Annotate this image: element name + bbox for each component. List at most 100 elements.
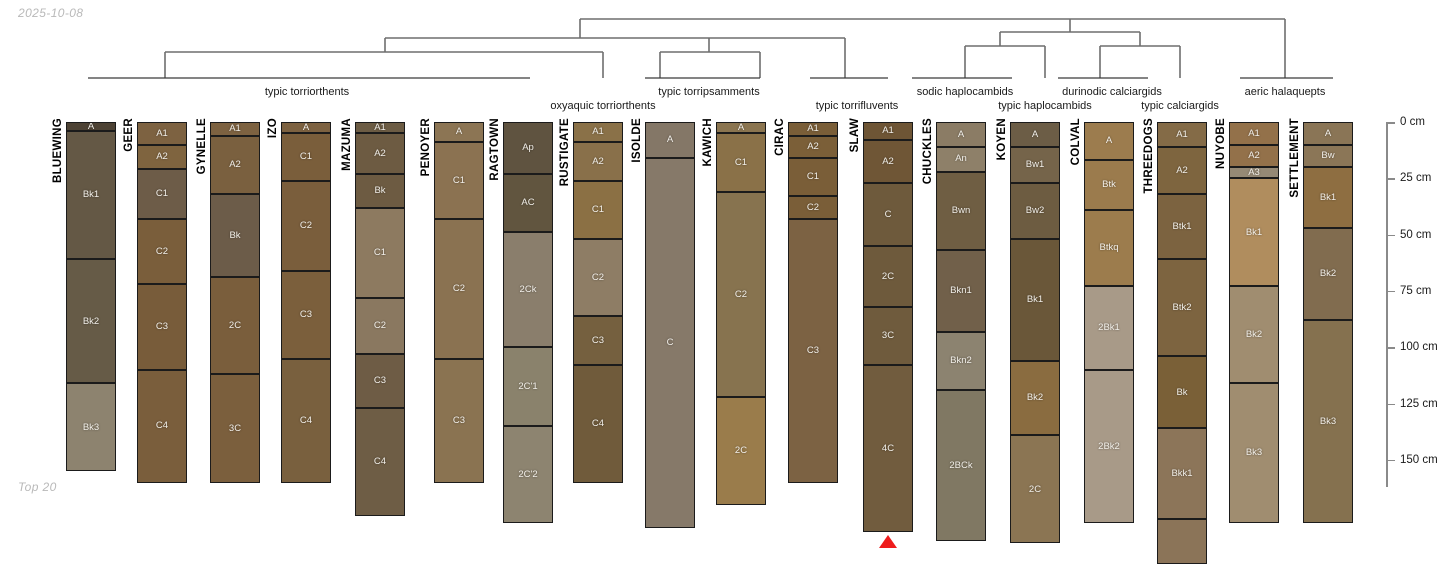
soil-horizon[interactable] <box>1157 518 1207 564</box>
soil-horizon[interactable]: Bk3 <box>66 383 116 472</box>
soil-horizon[interactable]: Bk1 <box>1010 239 1060 361</box>
soil-horizon[interactable]: C1 <box>434 142 484 219</box>
soil-horizon[interactable]: C3 <box>355 354 405 409</box>
soil-horizon[interactable]: 2C <box>210 277 260 375</box>
soil-horizon[interactable]: C2 <box>281 180 331 271</box>
soil-horizon[interactable]: A1 <box>1157 122 1207 147</box>
soil-horizon[interactable]: Bk <box>210 194 260 278</box>
soil-horizon[interactable]: A1 <box>788 122 838 136</box>
soil-horizon[interactable]: Bk2 <box>1229 286 1279 384</box>
soil-horizon[interactable]: 2C'1 <box>503 347 553 427</box>
taxon-label: durinodic calciargids <box>1062 86 1162 98</box>
soil-horizon[interactable]: A2 <box>863 140 913 183</box>
soil-horizon[interactable]: Bw <box>1303 144 1353 168</box>
soil-horizon[interactable]: A3 <box>1229 167 1279 179</box>
soil-horizon[interactable]: Bk2 <box>1303 227 1353 321</box>
soil-horizon[interactable]: C3 <box>137 284 187 370</box>
soil-horizon[interactable]: A1 <box>1229 122 1279 145</box>
soil-horizon[interactable]: An <box>936 146 986 172</box>
soil-horizon[interactable]: A <box>1084 122 1134 161</box>
soil-horizon[interactable]: 2C <box>1010 435 1060 544</box>
soil-horizon[interactable]: C3 <box>434 358 484 483</box>
soil-horizon[interactable]: A <box>936 122 986 147</box>
soil-horizon[interactable]: C2 <box>788 196 838 219</box>
soil-horizon[interactable]: Bk2 <box>66 259 116 384</box>
soil-horizon[interactable]: A <box>66 122 116 131</box>
soil-horizon[interactable]: A <box>1303 122 1353 145</box>
soil-horizon[interactable]: A1 <box>573 122 623 143</box>
soil-horizon[interactable]: C2 <box>716 191 766 397</box>
soil-horizon[interactable]: C3 <box>788 218 838 483</box>
soil-horizon[interactable]: A <box>434 122 484 143</box>
soil-horizon[interactable]: C2 <box>573 239 623 316</box>
soil-horizon[interactable]: Bk2 <box>1010 360 1060 436</box>
soil-horizon[interactable]: Bkn2 <box>936 331 986 391</box>
soil-horizon[interactable]: A2 <box>137 144 187 170</box>
soil-horizon[interactable]: Bw1 <box>1010 146 1060 183</box>
soil-horizon[interactable]: C2 <box>137 218 187 285</box>
soil-horizon[interactable]: Ap <box>503 122 553 174</box>
soil-horizon[interactable]: 3C <box>863 306 913 366</box>
soil-horizon[interactable]: C1 <box>573 180 623 240</box>
soil-horizon[interactable]: Bwn <box>936 171 986 251</box>
soil-horizon[interactable]: A <box>645 122 695 159</box>
soil-horizon[interactable]: Btk1 <box>1157 194 1207 260</box>
soil-horizon[interactable]: A1 <box>355 122 405 134</box>
soil-horizon[interactable]: 4C <box>863 365 913 533</box>
soil-horizon[interactable]: Bk1 <box>66 131 116 260</box>
horizon-label: Bk2 <box>1245 329 1263 341</box>
horizon-label: A1 <box>156 127 168 139</box>
soil-horizon[interactable]: A2 <box>1229 144 1279 168</box>
soil-horizon[interactable]: C2 <box>355 297 405 355</box>
horizon-label: C2 <box>373 320 387 332</box>
soil-horizon[interactable]: A <box>281 122 331 134</box>
soil-horizon[interactable]: C2 <box>434 218 484 359</box>
soil-horizon[interactable]: C4 <box>355 408 405 517</box>
soil-horizon[interactable]: Bw2 <box>1010 182 1060 240</box>
soil-horizon[interactable]: Bk3 <box>1229 383 1279 524</box>
soil-horizon[interactable]: 2Bk2 <box>1084 369 1134 524</box>
soil-horizon[interactable]: A1 <box>210 122 260 136</box>
soil-horizon[interactable]: AC <box>503 173 553 233</box>
soil-horizon[interactable]: Bk3 <box>1303 320 1353 524</box>
soil-horizon[interactable]: Btk2 <box>1157 259 1207 357</box>
soil-horizon[interactable]: A2 <box>355 133 405 174</box>
soil-horizon[interactable]: 2Bk1 <box>1084 286 1134 370</box>
soil-horizon[interactable]: Bkk1 <box>1157 428 1207 519</box>
soil-horizon[interactable]: 3C <box>210 374 260 483</box>
soil-horizon[interactable]: A2 <box>210 135 260 195</box>
soil-horizon[interactable]: C <box>863 182 913 246</box>
soil-horizon[interactable]: A1 <box>137 122 187 145</box>
soil-horizon[interactable]: Btk <box>1084 160 1134 210</box>
soil-horizon[interactable]: C4 <box>281 358 331 483</box>
soil-horizon[interactable]: C4 <box>573 365 623 483</box>
soil-horizon[interactable]: Bk1 <box>1303 167 1353 228</box>
soil-horizon[interactable]: Bk <box>355 173 405 208</box>
soil-horizon[interactable]: 2C'2 <box>503 426 553 524</box>
soil-horizon[interactable]: A2 <box>1157 146 1207 195</box>
soil-horizon[interactable]: C <box>645 158 695 528</box>
soil-horizon[interactable]: A <box>716 122 766 134</box>
soil-horizon[interactable]: C1 <box>281 133 331 181</box>
soil-horizon[interactable]: A <box>1010 122 1060 147</box>
axis-tick <box>1386 234 1395 237</box>
soil-horizon[interactable]: C4 <box>137 369 187 483</box>
soil-horizon[interactable]: Bk <box>1157 356 1207 429</box>
horizon-label: 3C <box>228 422 242 434</box>
soil-horizon[interactable]: C1 <box>355 207 405 298</box>
soil-horizon[interactable]: 2Ck <box>503 232 553 348</box>
soil-horizon[interactable]: A2 <box>788 135 838 159</box>
soil-horizon[interactable]: Bk1 <box>1229 178 1279 287</box>
soil-horizon[interactable]: Btkq <box>1084 209 1134 287</box>
soil-horizon[interactable]: C3 <box>281 270 331 359</box>
soil-horizon[interactable]: C3 <box>573 315 623 366</box>
soil-horizon[interactable]: A2 <box>573 142 623 181</box>
soil-horizon[interactable]: 2BCk <box>936 390 986 542</box>
soil-horizon[interactable]: Bkn1 <box>936 250 986 332</box>
soil-horizon[interactable]: A1 <box>863 122 913 141</box>
soil-horizon[interactable]: C1 <box>137 169 187 219</box>
soil-horizon[interactable]: 2C <box>716 396 766 506</box>
soil-horizon[interactable]: C1 <box>788 158 838 197</box>
soil-horizon[interactable]: C1 <box>716 133 766 192</box>
soil-horizon[interactable]: 2C <box>863 245 913 307</box>
